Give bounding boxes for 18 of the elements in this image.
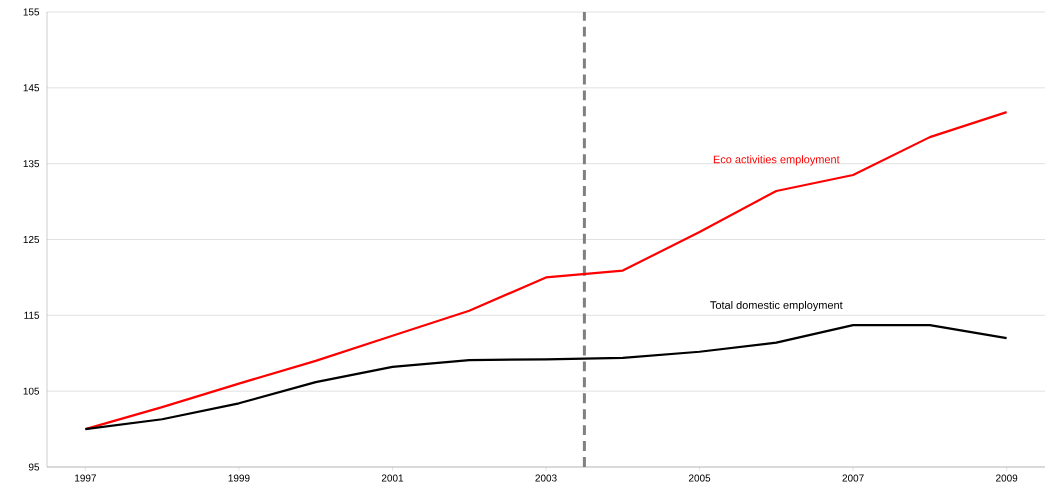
y-tick-label: 135 [23, 160, 40, 168]
x-tick-label: 1997 [75, 474, 96, 482]
y-tick-label: 105 [23, 387, 40, 395]
y-tick-label: 95 [28, 463, 40, 471]
x-tick-label: 2003 [535, 474, 557, 482]
x-tick-label: 2005 [688, 474, 711, 482]
line-series [84, 111, 1008, 431]
y-tick-label: 125 [23, 235, 40, 244]
y-tick-label: 145 [23, 84, 40, 92]
x-tick-label: 2009 [996, 474, 1018, 482]
x-tick-label: 1999 [228, 474, 250, 482]
series-label: Total domestic employment [710, 300, 843, 312]
line-series [84, 324, 1008, 431]
x-tick-label: 2001 [381, 474, 404, 482]
x-tick-label: 2007 [842, 474, 864, 482]
y-tick-label: 115 [24, 311, 40, 319]
series-label: Eco activities employment [713, 155, 840, 166]
y-tick-label: 155 [23, 8, 40, 16]
